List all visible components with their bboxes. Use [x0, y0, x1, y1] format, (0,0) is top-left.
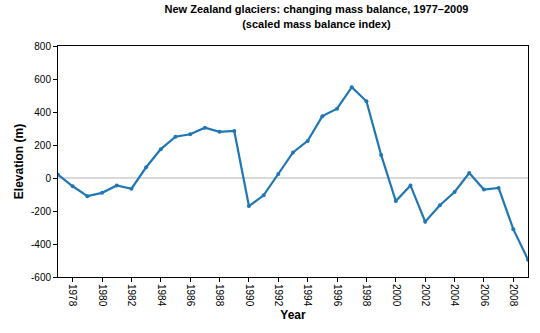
svg-text:-200: -200: [31, 206, 51, 217]
svg-text:1996: 1996: [332, 284, 343, 307]
svg-text:2000: 2000: [391, 284, 402, 307]
svg-text:2006: 2006: [479, 284, 490, 307]
svg-text:1978: 1978: [67, 284, 78, 307]
svg-text:200: 200: [34, 140, 51, 151]
svg-text:1990: 1990: [244, 284, 255, 307]
svg-text:1982: 1982: [126, 284, 137, 307]
svg-text:2004: 2004: [449, 284, 460, 307]
svg-text:1988: 1988: [214, 284, 225, 307]
svg-text:1980: 1980: [97, 284, 108, 307]
svg-text:-600: -600: [31, 272, 51, 283]
svg-text:0: 0: [45, 173, 51, 184]
svg-text:400: 400: [34, 107, 51, 118]
svg-text:Elevation (m): Elevation (m): [12, 124, 26, 199]
svg-text:1998: 1998: [361, 284, 372, 307]
svg-text:1984: 1984: [156, 284, 167, 307]
svg-text:1994: 1994: [302, 284, 313, 307]
svg-text:2002: 2002: [420, 284, 431, 307]
svg-text:600: 600: [34, 74, 51, 85]
svg-text:-400: -400: [31, 239, 51, 250]
svg-text:1986: 1986: [185, 284, 196, 307]
svg-text:1992: 1992: [273, 284, 284, 307]
svg-text:800: 800: [34, 41, 51, 52]
svg-text:New Zealand glaciers: changing: New Zealand glaciers: changing mass bala…: [165, 3, 469, 29]
svg-text:Year: Year: [280, 308, 306, 322]
svg-text:2008: 2008: [508, 284, 519, 307]
